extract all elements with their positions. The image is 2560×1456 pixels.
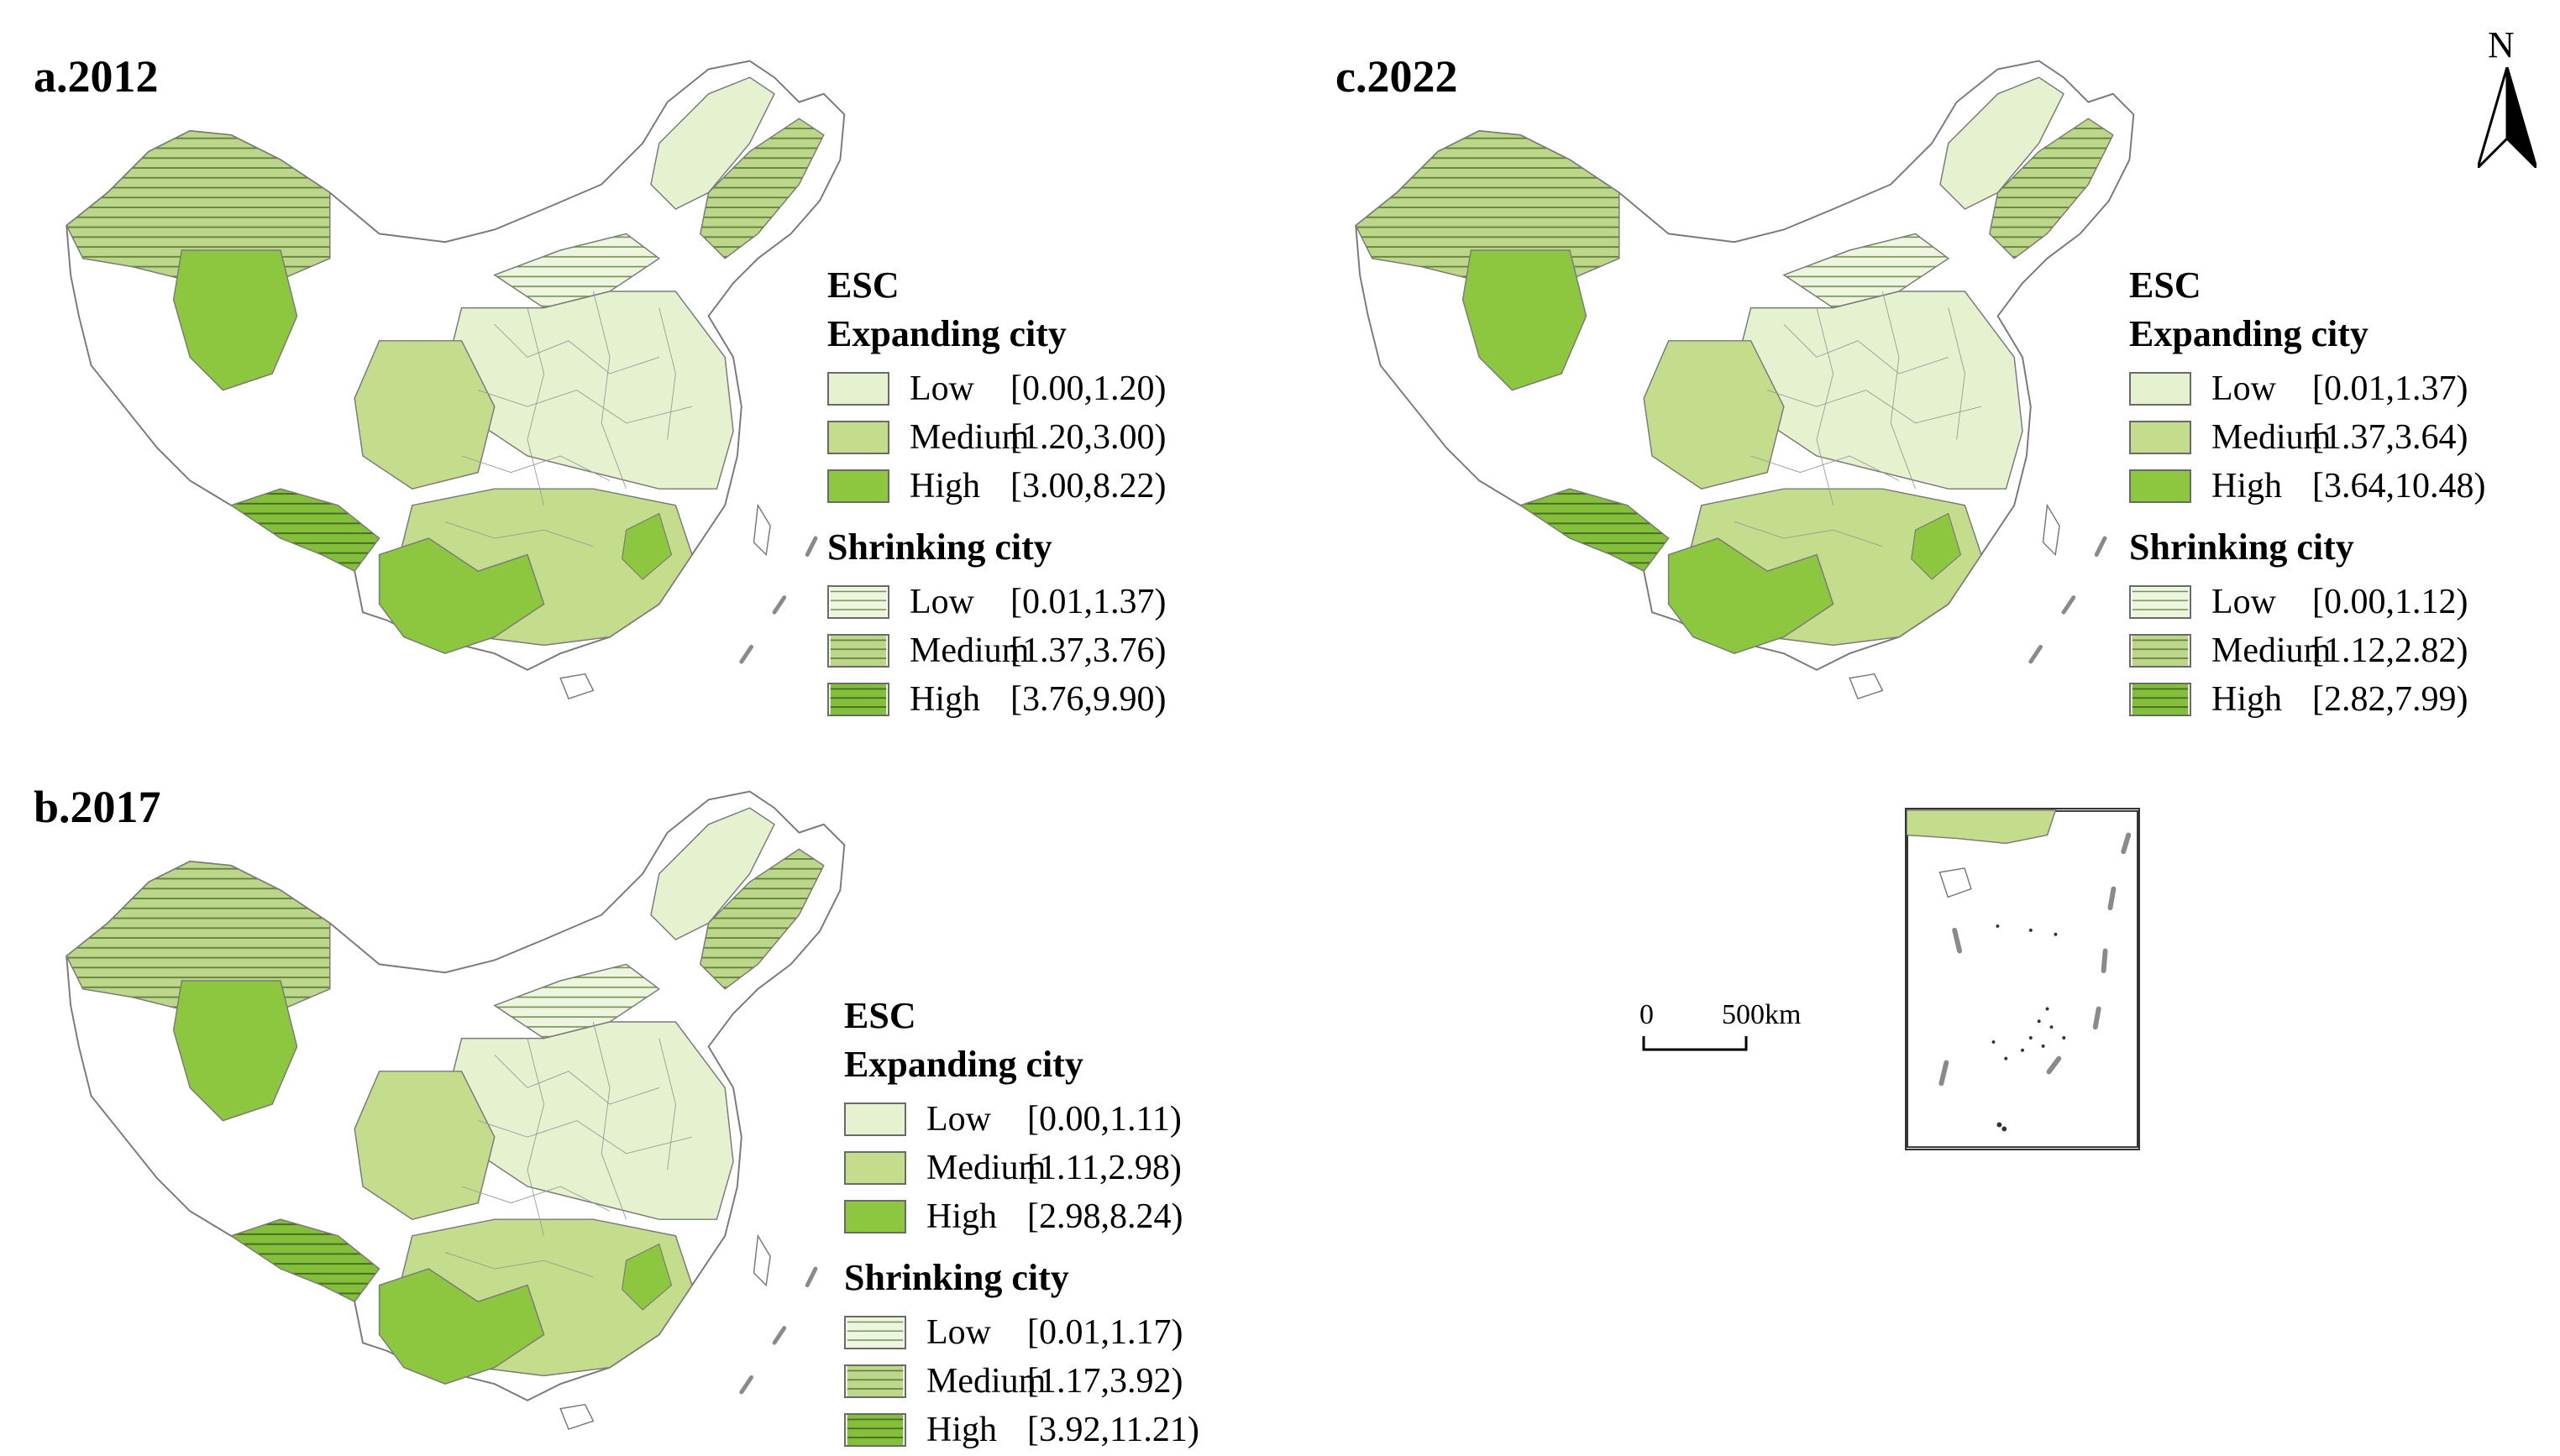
legend-class: Medium bbox=[926, 1362, 1047, 1401]
legend-class: Medium bbox=[910, 631, 1030, 670]
legend-range: [2.82,7.99) bbox=[2312, 680, 2468, 719]
legend-range: [3.00,8.22) bbox=[1010, 467, 1167, 505]
scale-bar-end-label: 500km bbox=[1722, 999, 1802, 1030]
swatch-expanding-high bbox=[844, 1200, 906, 1233]
swatch-shrinking-medium bbox=[844, 1364, 906, 1398]
legend-expanding-title: Expanding city bbox=[844, 1044, 1083, 1085]
panel-a-title: a.2012 bbox=[34, 51, 159, 102]
swatch-shrinking-low bbox=[827, 585, 889, 619]
legend-heading: ESC bbox=[2129, 264, 2201, 306]
legend-class: High bbox=[926, 1411, 997, 1449]
panel-b-legend: ESC Expanding city Low [0.00,1.11) Medium… bbox=[844, 998, 1199, 1454]
swatch-shrinking-medium bbox=[2129, 634, 2191, 668]
legend-row-expanding-medium: Medium [1.37,3.64) bbox=[2129, 413, 2485, 462]
swatch-expanding-low bbox=[844, 1102, 906, 1136]
panel-a-legend: ESC Expanding city Low [0.00,1.20) Medium… bbox=[827, 267, 1166, 724]
panel-c-legend: ESC Expanding city Low [0.01,1.37) Medium… bbox=[2129, 267, 2485, 724]
swatch-shrinking-low bbox=[844, 1316, 906, 1349]
legend-heading: ESC bbox=[827, 264, 900, 306]
legend-row-shrinking-high: High [2.82,7.99) bbox=[2129, 675, 2485, 724]
swatch-expanding-medium bbox=[844, 1151, 906, 1185]
legend-row-shrinking-high: High [3.76,9.90) bbox=[827, 675, 1166, 724]
legend-class: Low bbox=[2211, 369, 2276, 408]
legend-range: [1.12,2.82) bbox=[2312, 631, 2468, 670]
legend-row-expanding-low: Low [0.01,1.37) bbox=[2129, 364, 2485, 413]
legend-range: [1.20,3.00) bbox=[1010, 418, 1167, 457]
legend-class: High bbox=[926, 1197, 997, 1236]
legend-class: Low bbox=[910, 583, 974, 621]
legend-class: Low bbox=[926, 1100, 991, 1139]
legend-class: Medium bbox=[910, 418, 1030, 457]
panel-c-map bbox=[1323, 42, 2146, 705]
north-arrow-label: N bbox=[2488, 24, 2515, 65]
legend-row-expanding-medium: Medium [1.11,2.98) bbox=[844, 1144, 1199, 1192]
legend-range: [3.92,11.21) bbox=[1027, 1411, 1199, 1449]
legend-row-expanding-high: High [2.98,8.24) bbox=[844, 1192, 1199, 1241]
legend-row-shrinking-low: Low [0.00,1.12) bbox=[2129, 578, 2485, 626]
legend-range: [1.37,3.64) bbox=[2312, 418, 2468, 457]
legend-range: [0.01,1.37) bbox=[2312, 369, 2468, 408]
north-arrow-icon bbox=[2478, 67, 2536, 168]
legend-range: [1.17,3.92) bbox=[1027, 1362, 1183, 1401]
swatch-shrinking-high bbox=[2129, 683, 2191, 716]
legend-range: [0.01,1.17) bbox=[1027, 1313, 1183, 1352]
legend-row-shrinking-high: High [3.92,11.21) bbox=[844, 1406, 1199, 1454]
swatch-expanding-low bbox=[827, 372, 889, 406]
legend-class: Medium bbox=[926, 1149, 1047, 1187]
legend-row-expanding-low: Low [0.00,1.20) bbox=[827, 364, 1166, 413]
panel-c-title: c.2022 bbox=[1335, 51, 1458, 102]
legend-class: Low bbox=[926, 1313, 991, 1352]
legend-expanding-title: Expanding city bbox=[827, 313, 1067, 354]
legend-range: [0.00,1.20) bbox=[1010, 369, 1167, 408]
swatch-expanding-high bbox=[827, 469, 889, 503]
legend-row-shrinking-low: Low [0.01,1.37) bbox=[827, 578, 1166, 626]
legend-range: [0.00,1.12) bbox=[2312, 583, 2468, 621]
legend-shrinking-title: Shrinking city bbox=[844, 1257, 1069, 1298]
scale-bar-zero-label: 0 bbox=[1639, 999, 1654, 1030]
legend-row-shrinking-medium: Medium [1.37,3.76) bbox=[827, 626, 1166, 675]
legend-range: [1.37,3.76) bbox=[1010, 631, 1167, 670]
legend-heading: ESC bbox=[844, 995, 916, 1036]
south-china-sea-inset bbox=[1905, 808, 2140, 1150]
legend-range: [0.00,1.11) bbox=[1027, 1100, 1182, 1139]
swatch-shrinking-high bbox=[844, 1413, 906, 1447]
legend-class: Low bbox=[2211, 583, 2276, 621]
legend-range: [0.01,1.37) bbox=[1010, 583, 1167, 621]
legend-class: Medium bbox=[2211, 418, 2332, 457]
swatch-shrinking-medium bbox=[827, 634, 889, 668]
legend-row-shrinking-low: Low [0.01,1.17) bbox=[844, 1308, 1199, 1357]
panel-a-map bbox=[34, 42, 857, 705]
legend-row-expanding-medium: Medium [1.20,3.00) bbox=[827, 413, 1166, 462]
swatch-expanding-low bbox=[2129, 372, 2191, 406]
legend-class: High bbox=[910, 680, 980, 719]
swatch-expanding-medium bbox=[827, 421, 889, 454]
legend-shrinking-title: Shrinking city bbox=[2129, 526, 2354, 568]
legend-expanding-title: Expanding city bbox=[2129, 313, 2369, 354]
legend-class: Medium bbox=[2211, 631, 2332, 670]
legend-range: [3.64,10.48) bbox=[2312, 467, 2486, 505]
legend-range: [2.98,8.24) bbox=[1027, 1197, 1183, 1236]
legend-class: High bbox=[2211, 467, 2282, 505]
legend-range: [3.76,9.90) bbox=[1010, 680, 1167, 719]
panel-b-title: b.2017 bbox=[34, 782, 161, 832]
legend-range: [1.11,2.98) bbox=[1027, 1149, 1182, 1187]
panel-b-map bbox=[34, 764, 857, 1444]
legend-shrinking-title: Shrinking city bbox=[827, 526, 1052, 568]
legend-row-shrinking-medium: Medium [1.17,3.92) bbox=[844, 1357, 1199, 1406]
swatch-shrinking-high bbox=[827, 683, 889, 716]
legend-class: High bbox=[910, 467, 980, 505]
swatch-shrinking-low bbox=[2129, 585, 2191, 619]
legend-class: Low bbox=[910, 369, 974, 408]
swatch-expanding-high bbox=[2129, 469, 2191, 503]
legend-row-shrinking-medium: Medium [1.12,2.82) bbox=[2129, 626, 2485, 675]
swatch-expanding-medium bbox=[2129, 421, 2191, 454]
legend-row-expanding-high: High [3.00,8.22) bbox=[827, 462, 1166, 511]
legend-row-expanding-high: High [3.64,10.48) bbox=[2129, 462, 2485, 511]
legend-class: High bbox=[2211, 680, 2282, 719]
scale-bar bbox=[1642, 1036, 1748, 1051]
legend-row-expanding-low: Low [0.00,1.11) bbox=[844, 1095, 1199, 1144]
